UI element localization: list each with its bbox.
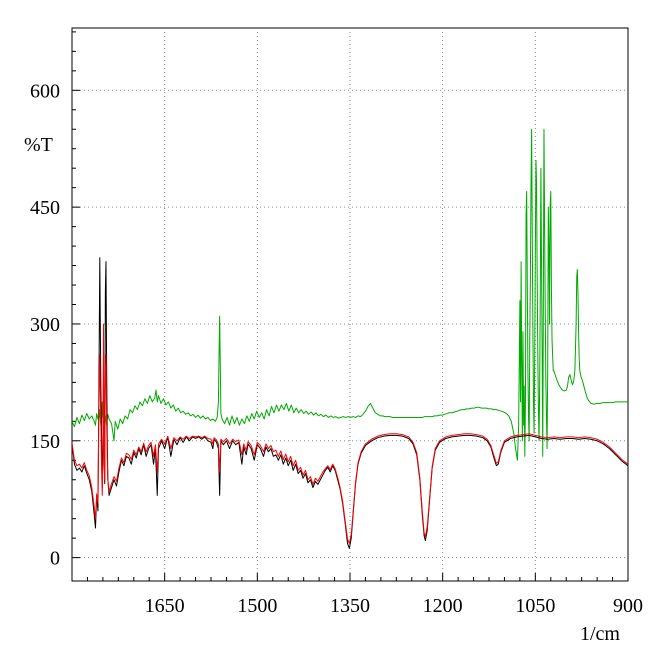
- minor-ticks: [71, 31, 629, 581]
- y-axis-title: %T: [24, 134, 53, 156]
- x-tick-label: 1200: [423, 595, 463, 617]
- x-tick-label: 1050: [515, 595, 555, 617]
- x-tick-label: 900: [613, 595, 643, 617]
- x-tick-label: 1350: [330, 595, 370, 617]
- grid: [72, 28, 628, 581]
- series-line: [72, 323, 628, 545]
- tick-labels: 1650 1500 1350 1200 1050 900 0 150 300 450 600: [30, 80, 643, 617]
- series-layer: [72, 128, 628, 549]
- y-tick-label: 150: [30, 431, 60, 453]
- series-line: [72, 128, 628, 461]
- y-tick-label: 450: [30, 197, 60, 219]
- y-tick-label: 600: [30, 80, 60, 102]
- x-tick-label: 1650: [145, 595, 185, 617]
- x-axis-title: 1/cm: [580, 623, 620, 645]
- y-tick-label: 300: [30, 314, 60, 336]
- y-tick-label: 0: [50, 548, 60, 570]
- x-tick-label: 1500: [237, 595, 277, 617]
- series-line: [72, 257, 628, 549]
